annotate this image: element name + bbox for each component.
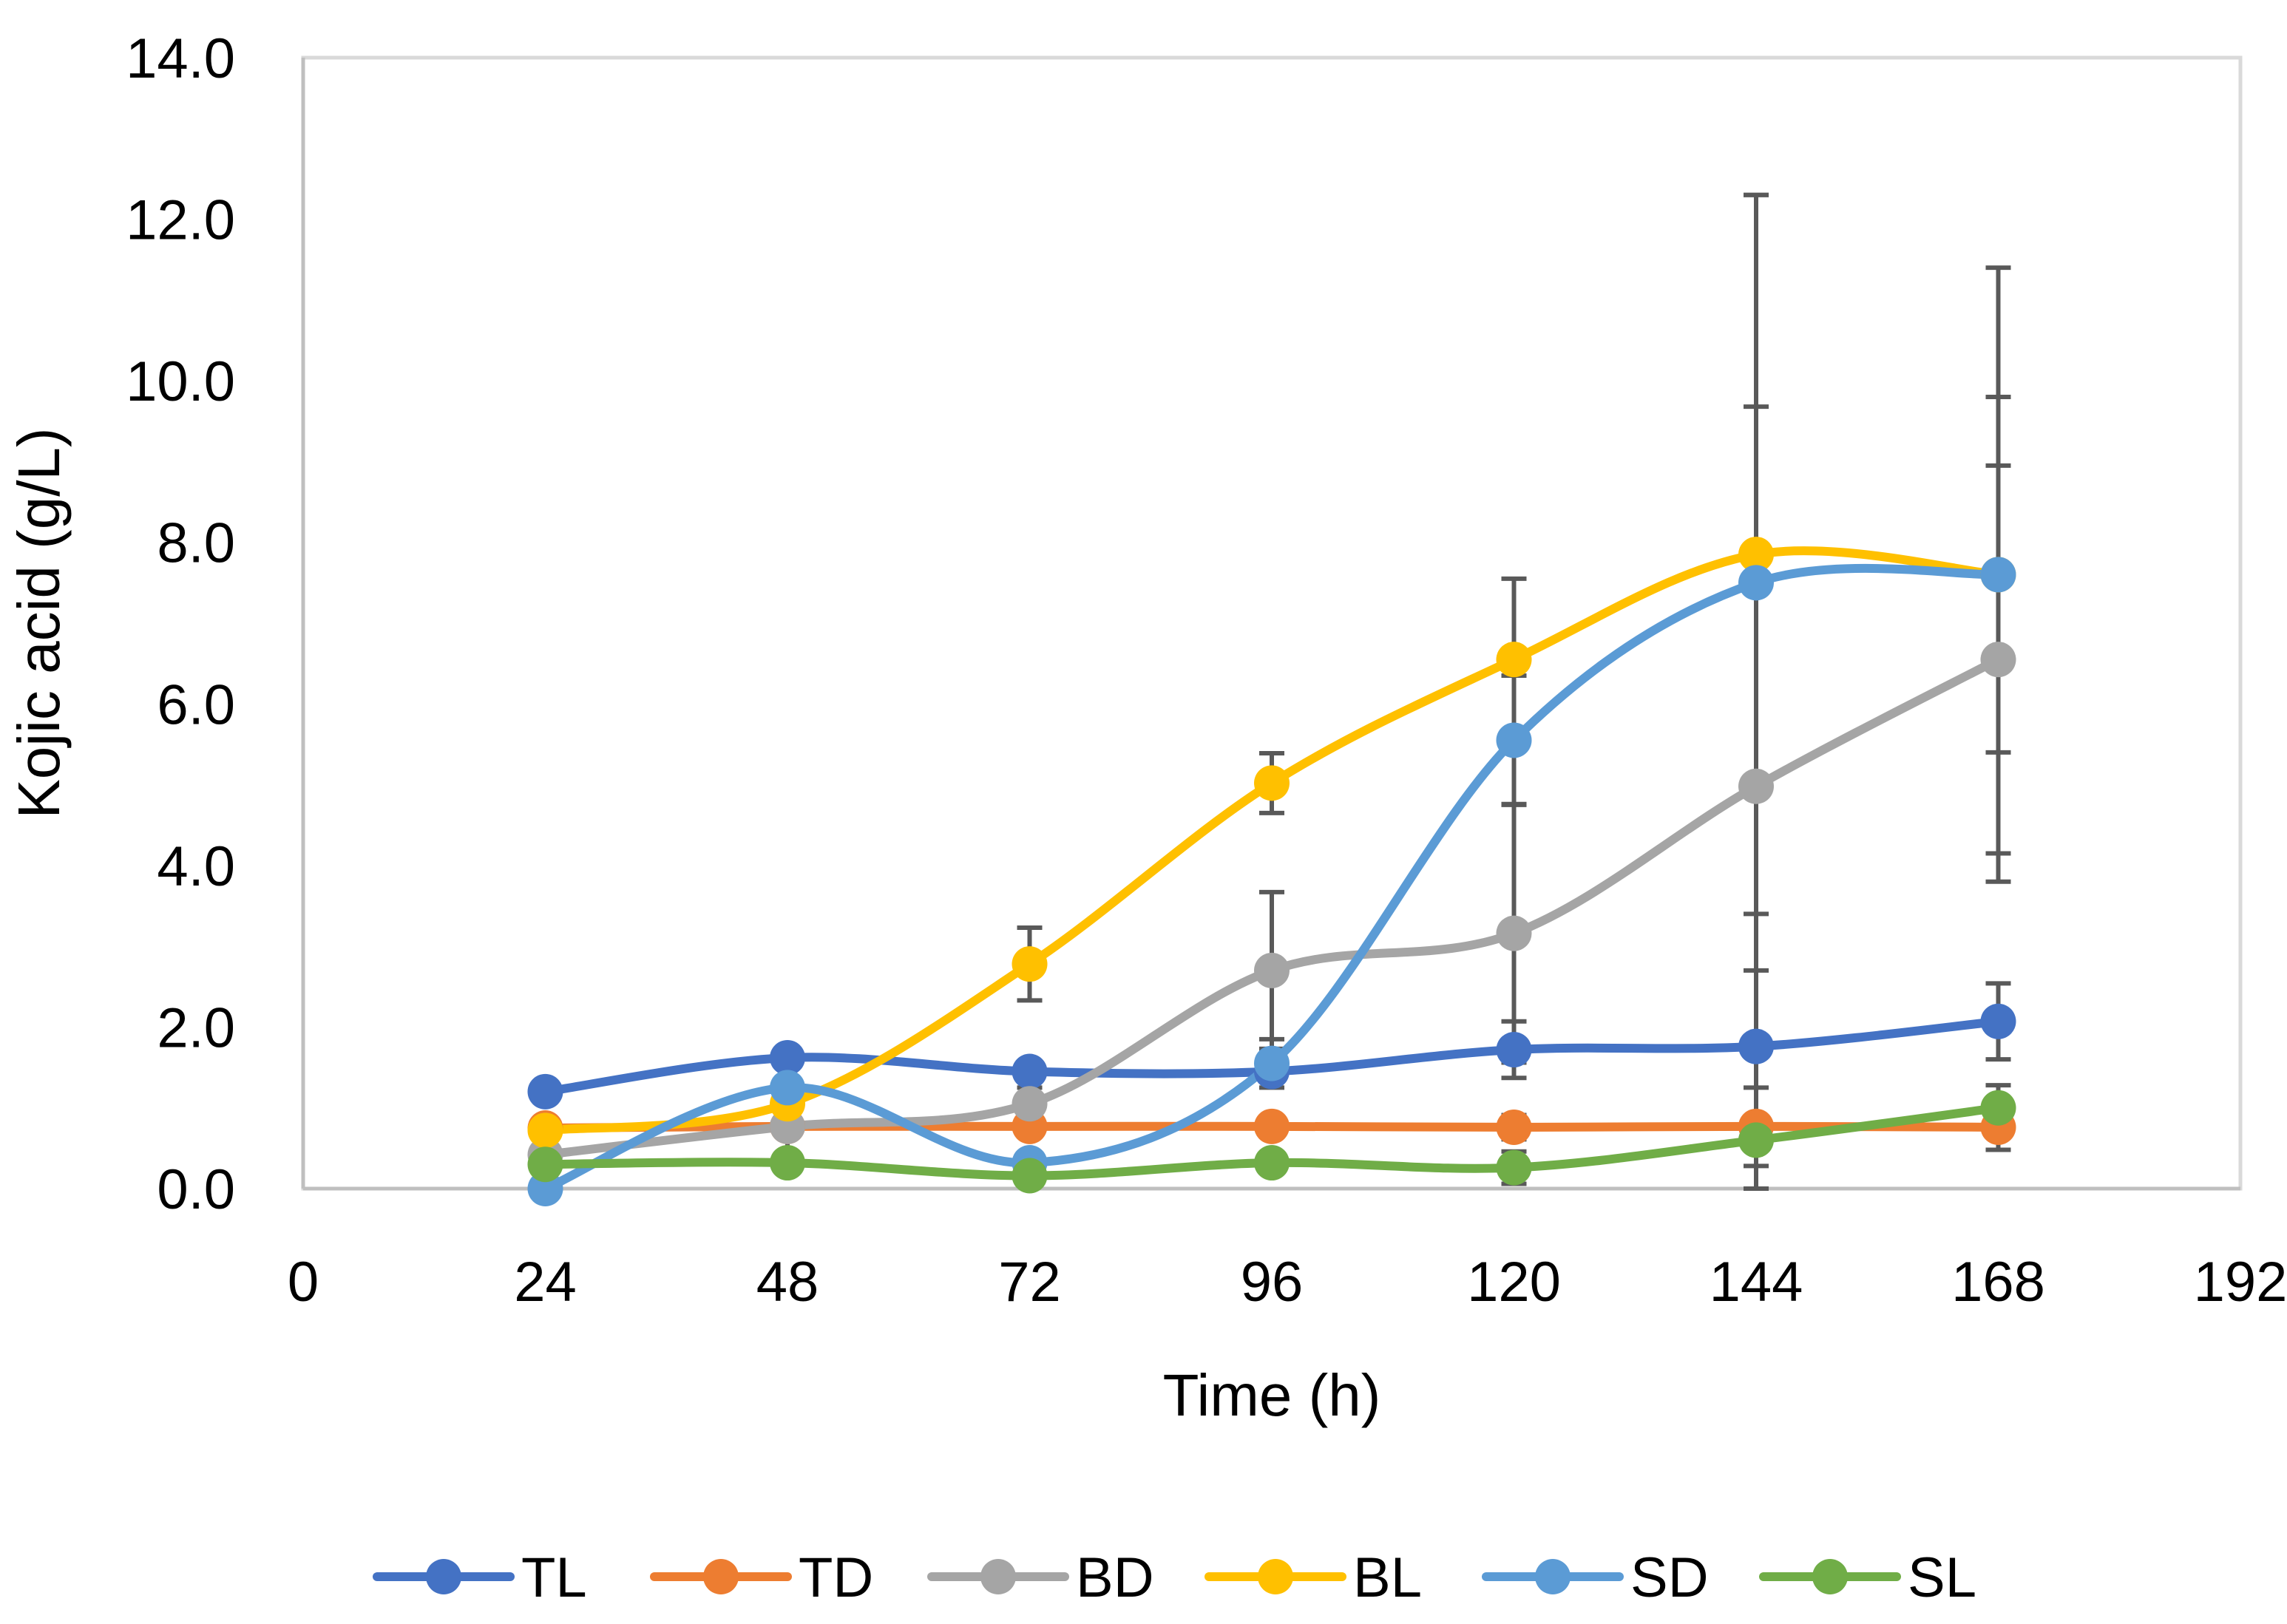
data-point-bd	[1254, 952, 1290, 988]
x-axis-title: Time (h)	[1163, 1362, 1381, 1428]
data-point-sl	[1496, 1149, 1532, 1186]
x-tick-label: 0	[288, 1251, 319, 1314]
data-point-td	[1254, 1108, 1290, 1144]
data-point-bd	[1496, 915, 1532, 951]
y-tick-label: 2.0	[157, 996, 235, 1059]
data-point-sd	[1496, 722, 1532, 758]
data-point-tl	[527, 1073, 563, 1110]
x-tick-label: 168	[1951, 1251, 2045, 1314]
legend-label-bl: BL	[1353, 1546, 1422, 1609]
data-point-td	[1496, 1109, 1532, 1145]
legend-label-td: TD	[799, 1546, 873, 1609]
x-tick-label: 96	[1241, 1251, 1304, 1314]
legend: TL TD BD BL SD SL	[373, 1546, 1976, 1609]
legend-marker-bd	[980, 1559, 1016, 1594]
series-markers	[527, 537, 2016, 1206]
y-tick-label: 6.0	[157, 673, 235, 736]
data-point-sd	[527, 1171, 563, 1206]
x-tick-label: 24	[514, 1251, 577, 1314]
legend-label-tl: TL	[521, 1546, 587, 1609]
y-tick-label: 12.0	[126, 189, 235, 252]
data-point-sl	[1738, 1122, 1774, 1158]
data-point-tl	[1980, 1003, 2016, 1039]
x-tick-label: 48	[756, 1251, 819, 1314]
data-point-tl	[1012, 1053, 1048, 1090]
data-point-bl	[1012, 946, 1048, 982]
legend-label-sd: SD	[1630, 1546, 1709, 1609]
data-point-tl	[770, 1039, 805, 1076]
data-point-bd	[1738, 768, 1774, 804]
data-point-bl	[1738, 537, 1774, 573]
data-point-bl	[527, 1112, 563, 1149]
legend-label-sl: SL	[1908, 1546, 1976, 1609]
legend-marker-sl	[1812, 1559, 1848, 1594]
data-point-sd	[1738, 565, 1774, 601]
data-point-bl	[1496, 642, 1532, 678]
x-tick-label: 144	[1710, 1251, 1803, 1314]
data-point-sl	[1254, 1145, 1290, 1181]
legend-marker-sd	[1535, 1559, 1571, 1594]
legend-label-bd: BD	[1076, 1546, 1154, 1609]
data-point-sd	[770, 1070, 805, 1106]
y-tick-label: 14.0	[126, 27, 235, 90]
y-tick-label: 8.0	[157, 512, 235, 575]
legend-marker-td	[703, 1559, 739, 1594]
data-point-sl	[1980, 1090, 2016, 1126]
legend-marker-bl	[1258, 1559, 1293, 1594]
legend-marker-tl	[426, 1559, 461, 1594]
x-tick-label: 120	[1467, 1251, 1561, 1314]
data-point-sl	[770, 1145, 805, 1181]
x-tick-label: 72	[998, 1251, 1061, 1314]
y-tick-label: 0.0	[157, 1158, 235, 1221]
data-point-bd	[1012, 1086, 1048, 1122]
y-tick-label: 10.0	[126, 350, 235, 413]
y-axis-title: Kojic acid (g/L)	[6, 427, 72, 818]
x-axis-ticks: 0 24 48 72 96 120 144 168 192	[288, 1251, 2287, 1314]
data-point-tl	[1738, 1028, 1774, 1064]
data-point-bd	[1980, 642, 2016, 678]
y-axis-ticks: 0.0 2.0 4.0 6.0 8.0 10.0 12.0 14.0	[126, 27, 235, 1221]
data-point-sd	[1254, 1045, 1290, 1081]
data-point-sl	[527, 1146, 563, 1183]
y-tick-label: 4.0	[157, 835, 235, 898]
data-point-tl	[1496, 1032, 1532, 1068]
data-point-bl	[1254, 765, 1290, 801]
data-point-sd	[1980, 557, 2016, 593]
data-point-sl	[1012, 1158, 1048, 1194]
x-tick-label: 192	[2194, 1251, 2287, 1314]
